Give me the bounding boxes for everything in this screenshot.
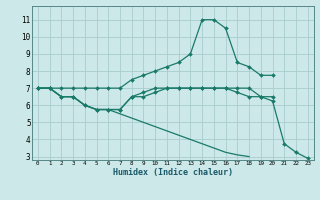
X-axis label: Humidex (Indice chaleur): Humidex (Indice chaleur) <box>113 168 233 177</box>
